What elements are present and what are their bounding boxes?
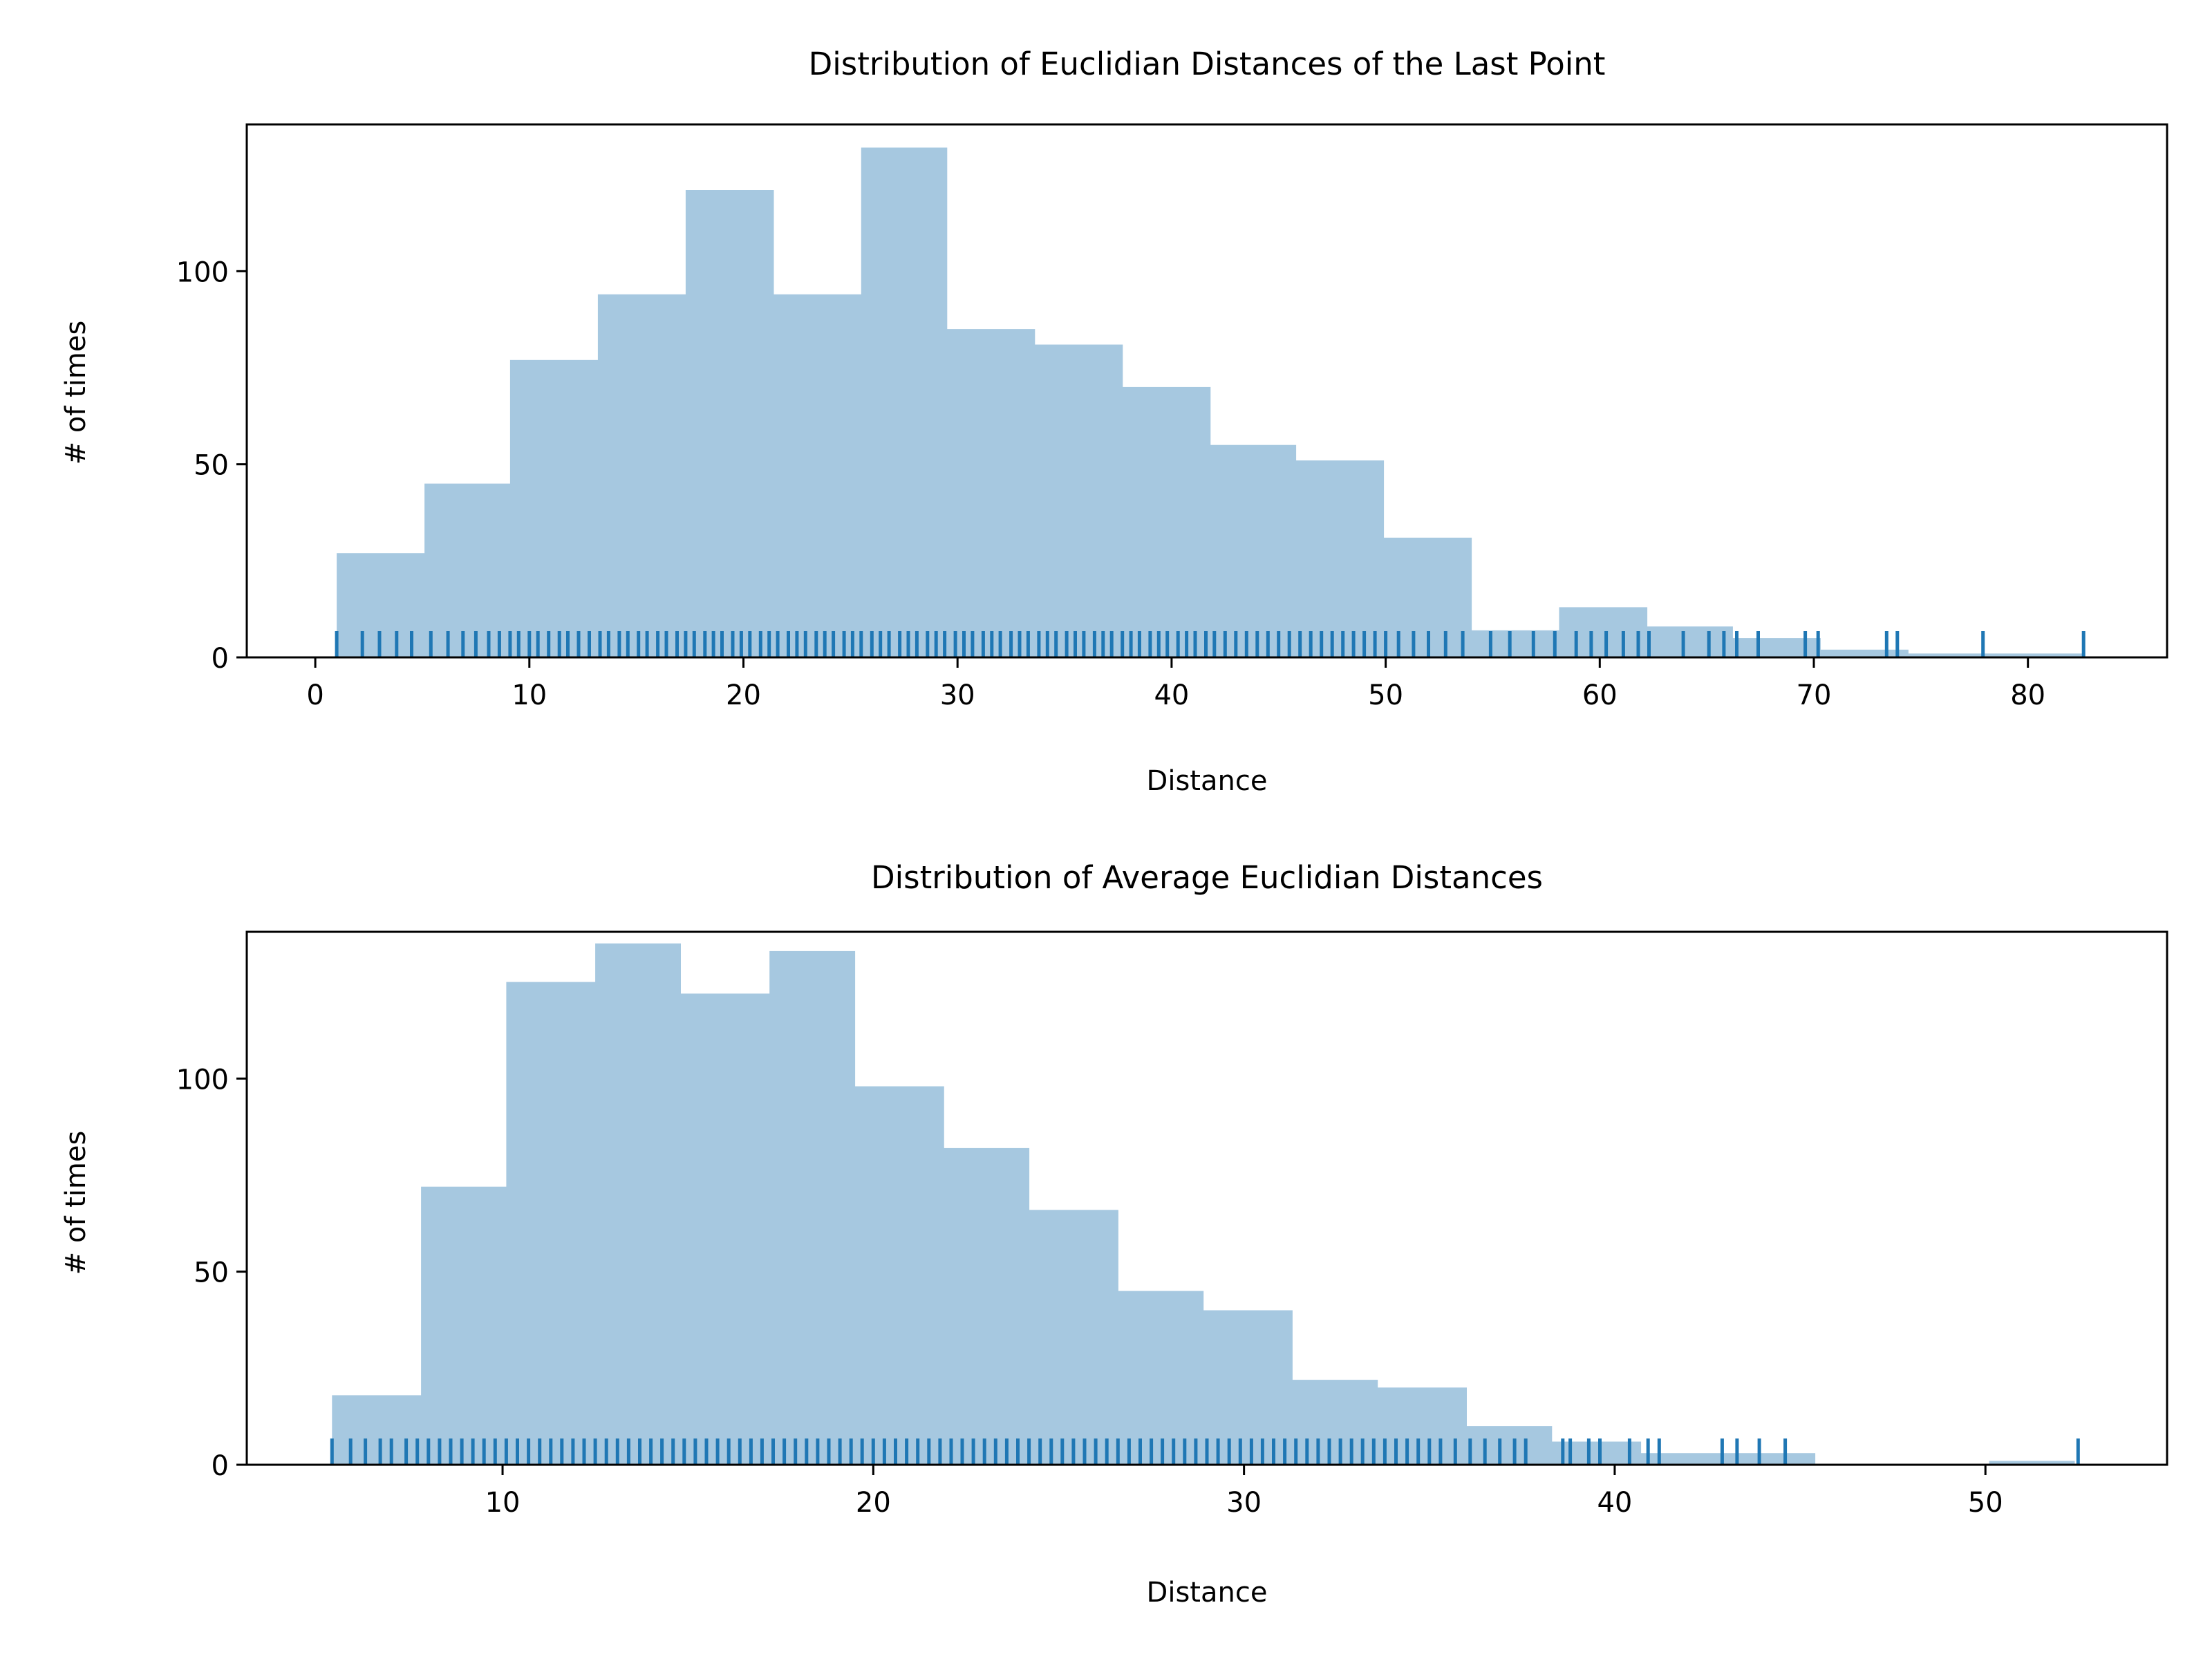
y-tick-label: 50 xyxy=(194,450,229,482)
plot-frame xyxy=(245,123,2168,659)
histogram-bar xyxy=(424,483,511,657)
histogram-bar xyxy=(1210,444,1297,657)
x-tick-label: 20 xyxy=(726,679,761,711)
rug-marks xyxy=(330,1438,2080,1465)
histogram-bar xyxy=(1989,1461,2075,1465)
x-tick-label: 50 xyxy=(1968,1487,2003,1519)
histogram-bar xyxy=(595,943,681,1465)
x-tick-label: 50 xyxy=(1368,679,1403,711)
histogram-bar xyxy=(854,1086,944,1465)
y-tick-label: 50 xyxy=(194,1257,229,1289)
histogram-bar xyxy=(1034,344,1123,657)
last-point-distance-subplot: Distribution of Euclidian Distances of t… xyxy=(60,46,2168,797)
histogram-bar xyxy=(1551,1441,1642,1465)
x-axis-label: Distance xyxy=(1147,1577,1268,1609)
y-tick-label: 100 xyxy=(176,256,229,288)
rug-marks xyxy=(335,631,2086,657)
x-tick-label: 40 xyxy=(1154,679,1189,711)
x-axis-ticks: 10 20 30 40 50 xyxy=(485,1465,2003,1519)
x-axis-label: Distance xyxy=(1147,765,1268,797)
histogram-bar xyxy=(421,1186,507,1465)
chart-title: Distribution of Average Euclidian Distan… xyxy=(871,859,1543,896)
histogram-bar xyxy=(861,147,948,657)
y-axis-ticks: 0 50 100 xyxy=(176,256,247,675)
histogram-bar xyxy=(1295,460,1385,657)
histogram-bars xyxy=(332,943,2075,1465)
histogram-bar xyxy=(680,993,770,1465)
histogram-bar xyxy=(1559,607,1648,657)
y-tick-label: 100 xyxy=(176,1064,229,1096)
x-tick-label: 10 xyxy=(485,1487,521,1519)
histogram-bar xyxy=(597,294,686,657)
x-tick-label: 30 xyxy=(940,679,975,711)
y-axis-label: # of times xyxy=(60,1131,92,1275)
histogram-bar xyxy=(1908,653,1996,657)
histogram-bar xyxy=(509,359,599,657)
x-tick-label: 80 xyxy=(2010,679,2045,711)
histogram-bar xyxy=(1732,638,1821,657)
histogram-bar xyxy=(1820,649,1909,657)
histogram-bar xyxy=(506,982,596,1465)
histogram-bar xyxy=(1640,1453,1727,1465)
x-axis-ticks: 0 10 20 30 40 50 60 70 80 xyxy=(306,657,2045,711)
x-tick-label: 20 xyxy=(856,1487,891,1519)
x-tick-label: 10 xyxy=(512,679,547,711)
histogram-bar xyxy=(1377,1387,1467,1465)
x-tick-label: 30 xyxy=(1226,1487,1262,1519)
chart-title: Distribution of Euclidian Distances of t… xyxy=(809,46,1606,82)
average-distance-subplot: Distribution of Average Euclidian Distan… xyxy=(60,859,2168,1609)
histogram-bar xyxy=(1029,1210,1118,1465)
histogram-bar xyxy=(944,1147,1030,1465)
y-axis-label: # of times xyxy=(60,321,92,465)
histogram-bar xyxy=(1122,386,1211,657)
histogram-bar xyxy=(1996,653,2084,657)
histogram-bar xyxy=(1118,1291,1204,1465)
histogram-bar xyxy=(1647,626,1733,657)
histogram-bar xyxy=(946,329,1035,657)
x-tick-label: 60 xyxy=(1582,679,1618,711)
histogram-bar xyxy=(769,950,856,1465)
histogram-bar xyxy=(685,190,774,657)
x-tick-label: 40 xyxy=(1597,1487,1632,1519)
histogram-bar xyxy=(1466,1426,1553,1465)
y-axis-ticks: 0 50 100 xyxy=(176,1064,247,1482)
y-tick-label: 0 xyxy=(212,643,229,675)
histogram-bar xyxy=(773,294,862,657)
histogram-bar xyxy=(332,1395,422,1465)
histogram-bar xyxy=(1471,630,1560,657)
x-tick-label: 0 xyxy=(306,679,324,711)
histogram-bar xyxy=(1292,1380,1378,1465)
histogram-bar xyxy=(1725,1453,1816,1465)
histogram-bars xyxy=(337,147,2084,657)
plot-frame xyxy=(245,930,2168,1466)
y-tick-label: 0 xyxy=(212,1450,229,1482)
x-tick-label: 70 xyxy=(1797,679,1832,711)
